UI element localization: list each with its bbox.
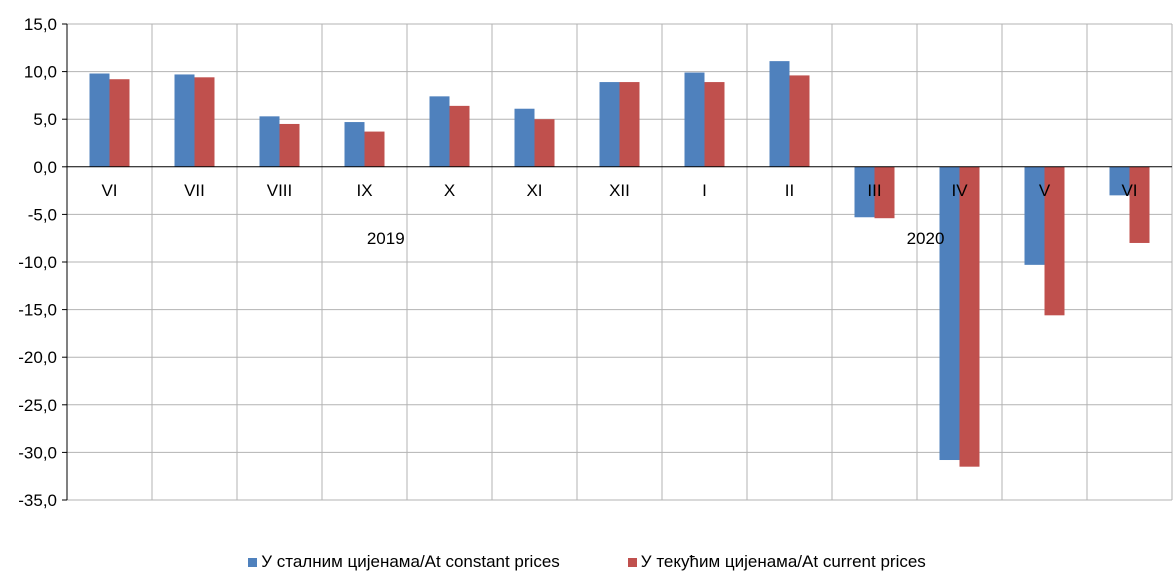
y-tick-label: -35,0: [18, 491, 57, 510]
category-label: V: [1039, 181, 1051, 200]
bar-current-xi-5: [534, 119, 555, 167]
bar-constant-viii-2: [259, 116, 280, 167]
y-tick-label: -30,0: [18, 443, 57, 462]
bars-group: [89, 61, 1150, 467]
category-label: I: [702, 181, 707, 200]
bar-constant-iv-10: [939, 166, 960, 461]
category-label: IV: [951, 181, 968, 200]
y-tick-label: -20,0: [18, 348, 57, 367]
bar-constant-xii-6: [599, 82, 620, 167]
bar-constant-vi-0: [89, 73, 110, 167]
bar-current-v-11: [1044, 166, 1065, 316]
category-label: VI: [101, 181, 117, 200]
y-tick-label: 10,0: [24, 63, 57, 82]
bar-constant-i-7: [684, 72, 705, 167]
y-tick-label: 0,0: [33, 158, 57, 177]
bar-constant-ix-3: [344, 122, 365, 167]
bar-constant-v-11: [1024, 166, 1045, 265]
year-annotation: 2019: [367, 229, 405, 248]
bar-current-x-4: [449, 105, 470, 167]
y-tick-label: -15,0: [18, 301, 57, 320]
bar-current-ii-8: [789, 75, 810, 167]
category-label: II: [785, 181, 794, 200]
bar-current-vii-1: [194, 77, 215, 167]
category-label: X: [444, 181, 455, 200]
category-label: VIII: [267, 181, 293, 200]
legend-swatch-constant: [248, 557, 258, 567]
y-tick-label: -10,0: [18, 253, 57, 272]
legend-swatch-current: [627, 557, 637, 567]
category-label: VI: [1121, 181, 1137, 200]
bar-chart: 15,0 10,0 5,0 0,0 -5,0 -10,0 -15,0 -20,0 -25,0 -3…: [18, 15, 1173, 510]
year-annotation: 2020: [907, 229, 945, 248]
y-tick-label: 15,0: [24, 15, 57, 34]
bar-current-viii-2: [279, 123, 300, 167]
axes: [62, 23, 1172, 501]
bar-current-iii-9: [874, 166, 895, 219]
legend: У сталним цијенама/At constant prices У …: [0, 550, 1174, 574]
legend-label-current: У текућим цијенама/At current prices: [640, 552, 926, 571]
labels-group: 15,0 10,0 5,0 0,0 -5,0 -10,0 -15,0 -20,0 -25,0 -3…: [18, 15, 1137, 510]
bar-current-i-7: [704, 82, 725, 167]
bar-constant-ii-8: [769, 61, 790, 167]
bar-current-vi-12: [1129, 166, 1150, 243]
bar-current-xii-6: [619, 82, 640, 167]
bar-constant-vii-1: [174, 74, 195, 167]
y-tick-label: 5,0: [33, 110, 57, 129]
bar-constant-xi-5: [514, 108, 535, 167]
legend-label-constant: У сталним цијенама/At constant prices: [261, 552, 560, 571]
y-tick-label: -5,0: [28, 205, 57, 224]
legend-item-constant: У сталним цијенама/At constant prices: [248, 552, 560, 572]
legend-item-current: У текућим цијенама/At current prices: [627, 552, 926, 572]
bar-constant-iii-9: [854, 166, 875, 218]
bar-current-vi-0: [109, 79, 130, 167]
category-label: XI: [526, 181, 542, 200]
bar-current-iv-10: [959, 166, 980, 467]
category-label: XII: [609, 181, 630, 200]
category-label: IX: [356, 181, 372, 200]
bar-current-ix-3: [364, 131, 385, 167]
category-label: VII: [184, 181, 205, 200]
y-tick-label: -25,0: [18, 396, 57, 415]
bar-constant-x-4: [429, 96, 450, 167]
category-label: III: [867, 181, 881, 200]
bar-constant-vi-12: [1109, 166, 1130, 196]
grid-lines: [67, 23, 1173, 501]
